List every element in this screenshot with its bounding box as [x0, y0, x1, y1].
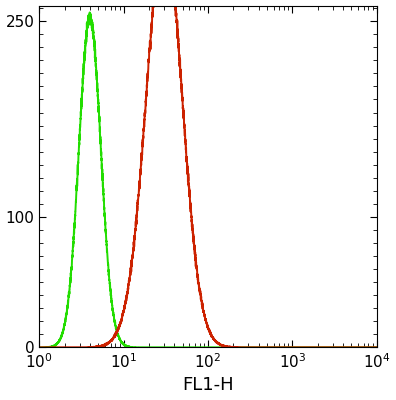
X-axis label: FL1-H: FL1-H: [182, 376, 234, 394]
